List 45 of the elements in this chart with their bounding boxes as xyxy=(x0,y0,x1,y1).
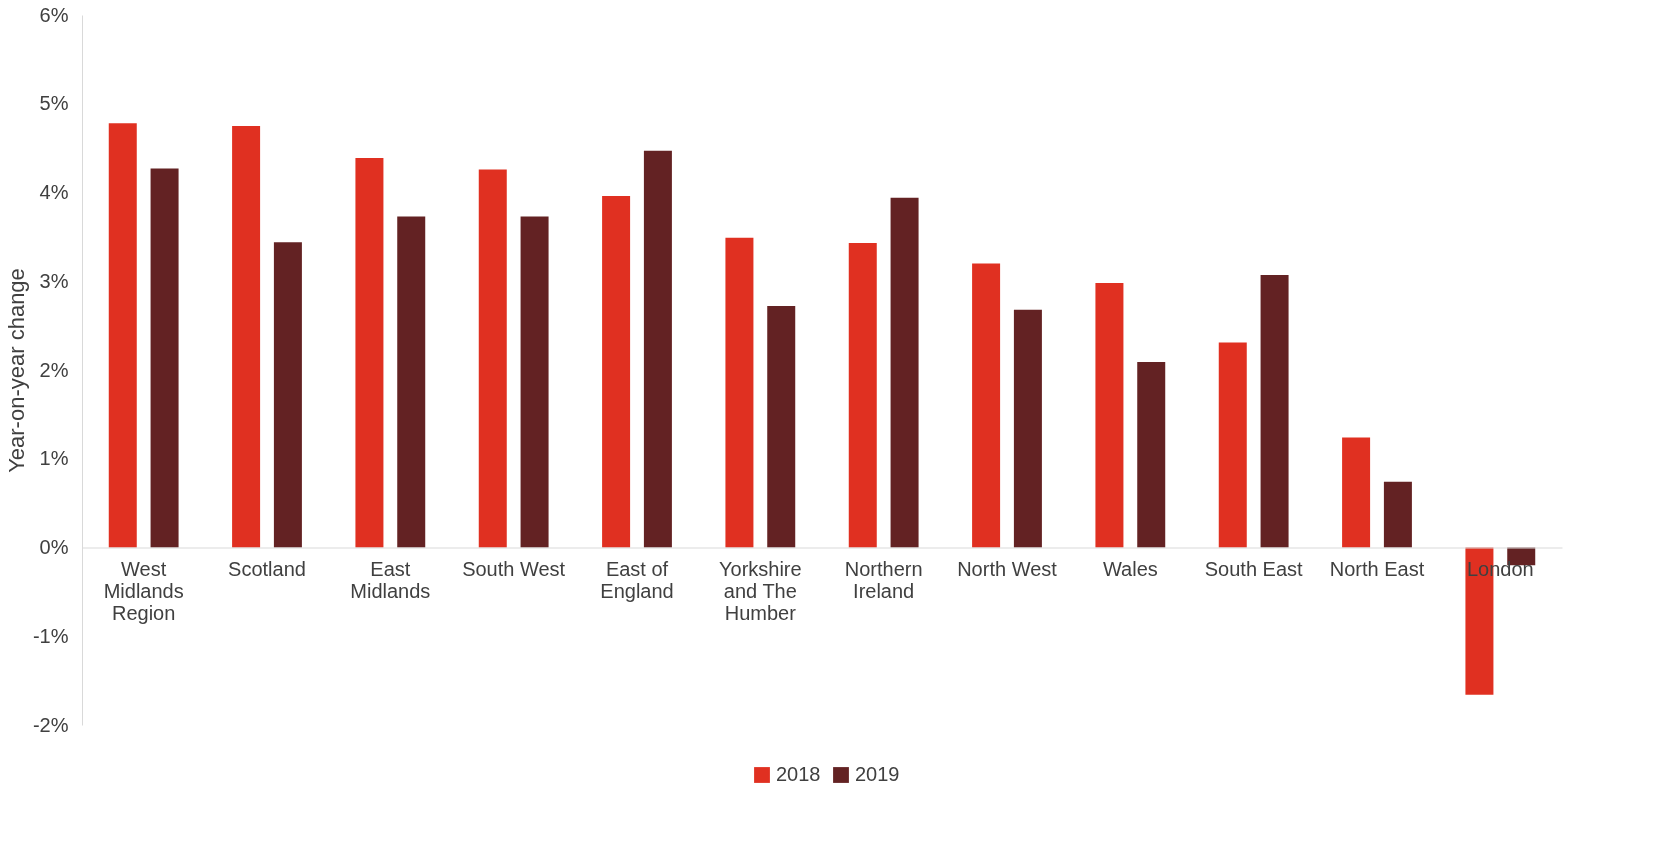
bar xyxy=(725,237,754,548)
x-tick-label: North East xyxy=(1329,558,1425,580)
y-tick-label: 0% xyxy=(39,536,69,558)
bar xyxy=(355,157,384,548)
bar xyxy=(397,216,426,548)
x-tick-label: East Midlands xyxy=(350,558,431,602)
y-tick-label: 1% xyxy=(39,447,69,470)
legend-label: 2018 xyxy=(776,763,821,785)
x-tick-label: Scotland xyxy=(228,558,306,580)
x-tick-label: South East xyxy=(1204,558,1304,580)
bar xyxy=(150,168,179,548)
x-tick-label: Wales xyxy=(1102,558,1158,580)
x-tick-label: Yorkshire and The Humber xyxy=(719,558,802,624)
bar xyxy=(972,263,1001,548)
bar xyxy=(848,243,877,548)
x-tick-label: East of England xyxy=(600,558,674,602)
x-tick-label: South West xyxy=(462,558,566,580)
y-tick-label: 5% xyxy=(39,92,69,115)
y-tick-label: 3% xyxy=(39,269,69,292)
bar xyxy=(643,150,672,548)
bar xyxy=(232,125,261,548)
bar xyxy=(602,196,631,548)
bar xyxy=(1260,275,1289,548)
bar xyxy=(273,242,302,548)
x-tick-label: North West xyxy=(957,558,1058,580)
bar xyxy=(1218,342,1247,548)
y-tick-label: 6% xyxy=(39,3,69,26)
y-axis-title: Year-on-year change xyxy=(3,268,29,473)
y-tick-label: 2% xyxy=(39,358,69,381)
bar xyxy=(1095,283,1124,548)
legend-label: 2019 xyxy=(855,763,900,785)
bar xyxy=(1013,309,1042,548)
y-tick-label: -2% xyxy=(32,713,69,736)
bar xyxy=(108,123,137,548)
bar xyxy=(890,197,919,548)
y-tick-label: 4% xyxy=(39,181,69,203)
bar xyxy=(478,169,507,548)
x-tick-label: Northern Ireland xyxy=(844,558,923,602)
bar xyxy=(1383,481,1412,548)
x-tick-label: West Midlands Region xyxy=(103,558,184,624)
bar xyxy=(1342,437,1371,548)
y-tick-label: -1% xyxy=(32,624,69,647)
bar xyxy=(520,216,549,548)
bar xyxy=(767,306,796,548)
bar xyxy=(1137,362,1166,548)
